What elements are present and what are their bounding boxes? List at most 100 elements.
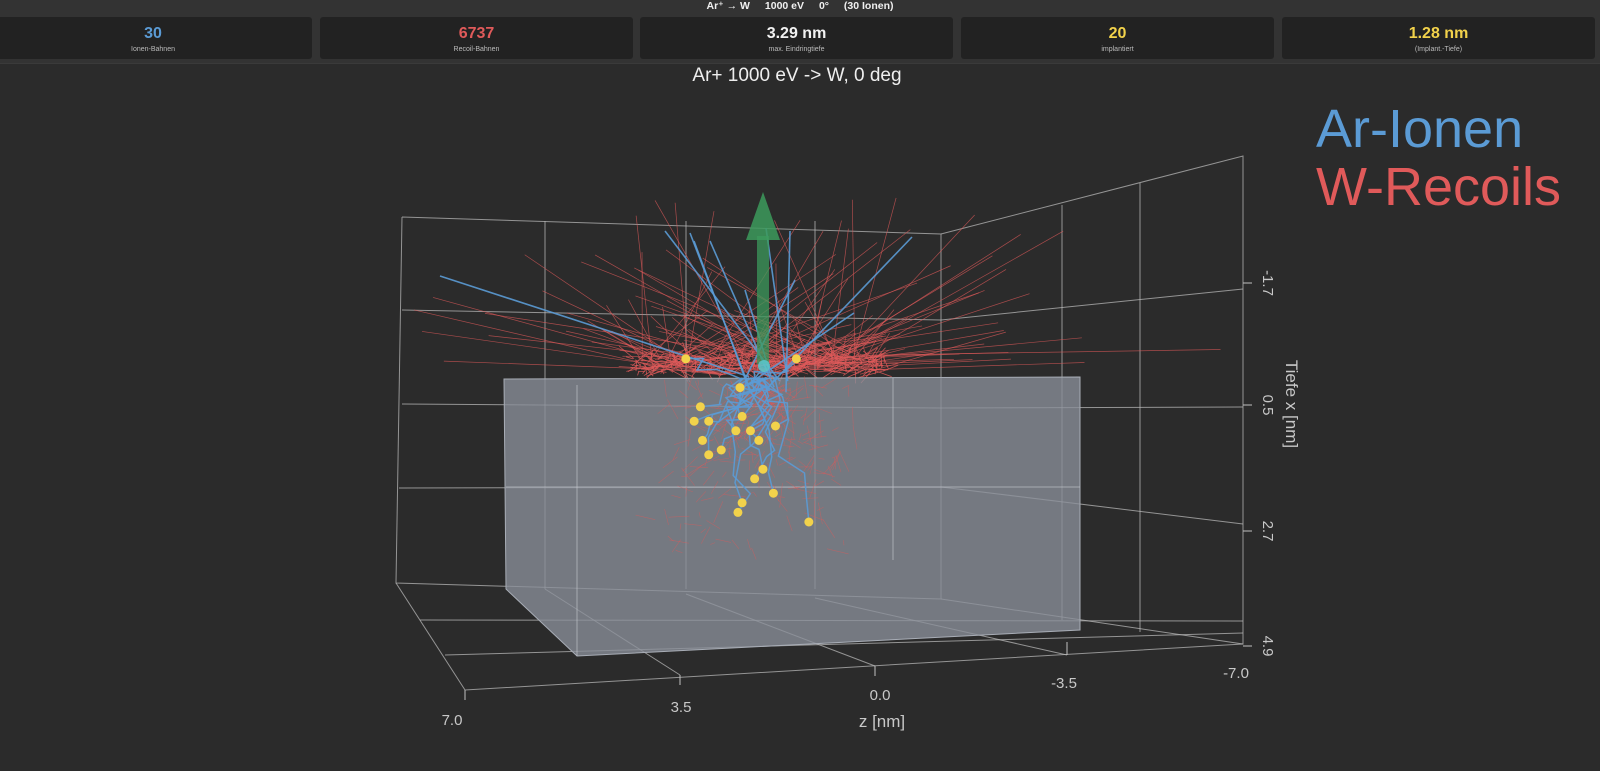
recoil-track [735, 439, 740, 449]
divider [0, 63, 1600, 64]
recoil-track [724, 353, 730, 364]
z-tick-label: 3.5 [671, 699, 692, 716]
recoil-track [777, 499, 788, 512]
recoil-track [566, 312, 753, 365]
stat-label: Recoil-Bahnen [453, 46, 500, 53]
recoil-track [689, 466, 709, 468]
recoil-track [676, 334, 730, 358]
stat-label: implantiert [1101, 46, 1134, 53]
recoil-track [780, 425, 785, 445]
stat-value: 20 [1108, 25, 1127, 42]
recoil-track [687, 381, 698, 391]
recoil-track [789, 385, 805, 394]
recoil-track [741, 447, 759, 457]
implant-point [733, 507, 743, 517]
recoil-track [674, 202, 689, 366]
recoil-track [728, 450, 731, 459]
recoil-track [869, 349, 889, 363]
recoil-track [823, 368, 846, 374]
recoil-track [706, 359, 726, 371]
recoil-track [671, 539, 681, 553]
recoil-track [792, 371, 799, 377]
recoil-track [821, 367, 839, 380]
recoil-track [779, 407, 786, 429]
recoil-track [804, 430, 824, 443]
recoil-track [696, 364, 791, 374]
recoil-track [664, 379, 667, 397]
recoil-track [741, 360, 757, 376]
recoil-track [816, 407, 832, 414]
recoil-track [736, 348, 750, 360]
recoil-track [650, 315, 700, 362]
recoil-track [637, 357, 661, 367]
z-tick-label: -3.5 [1051, 675, 1077, 692]
recoil-track [678, 390, 689, 398]
recoil-track [710, 542, 716, 545]
recoil-track [827, 465, 834, 478]
recoil-track [675, 550, 683, 554]
recoil-track [838, 449, 850, 472]
recoil-track [685, 486, 688, 497]
recoil-track [808, 444, 829, 451]
recoil-track [679, 523, 682, 530]
recoil-track [635, 359, 641, 366]
implant-point [689, 416, 699, 426]
ion-track [730, 377, 752, 513]
recoil-track [700, 528, 706, 533]
recoil-track [790, 396, 796, 400]
recoil-track [660, 361, 677, 365]
recoil-track [705, 273, 834, 359]
grid-line [401, 288, 1244, 321]
beam-shaft [757, 236, 769, 364]
recoil-track [882, 364, 899, 372]
recoil-track [664, 509, 669, 525]
recoil-track [845, 345, 852, 362]
recoil-track [697, 379, 700, 386]
implant-point [754, 435, 764, 445]
target-block [503, 376, 1081, 657]
recoil-track [793, 362, 821, 367]
implant-point [750, 474, 760, 484]
recoil-track [807, 220, 842, 358]
ion-track [720, 377, 752, 451]
ion-track [700, 377, 752, 408]
recoil-track [827, 230, 1064, 365]
recoil-track [851, 199, 856, 372]
implant-point [731, 426, 741, 436]
recoil-track [709, 356, 711, 369]
implant-point [704, 450, 714, 460]
recoil-track [753, 394, 763, 408]
recoil-track [765, 322, 999, 359]
recoil-track [852, 309, 895, 361]
recoil-track [778, 393, 792, 410]
recoil-track [858, 370, 883, 378]
ion-track-incoming [739, 312, 855, 391]
recoil-track [821, 378, 837, 389]
recoil-track [870, 364, 874, 370]
recoil-track [631, 352, 648, 367]
recoil-track [843, 540, 845, 546]
recoil-track [791, 415, 795, 440]
recoil-track [689, 465, 702, 477]
recoil-track [658, 357, 670, 359]
recoil-track [826, 548, 849, 555]
implant-point [681, 354, 691, 364]
recoil-track [845, 367, 867, 372]
implant-point [745, 426, 755, 436]
angle-label: 0° [818, 0, 829, 12]
recoil-track [786, 515, 793, 532]
recoil-track [770, 330, 1004, 371]
recoil-track [880, 361, 883, 367]
recoil-track [754, 450, 765, 469]
recoil-track [645, 368, 648, 375]
recoil-track [846, 368, 867, 379]
recoil-track [797, 440, 804, 445]
recoil-track [797, 480, 810, 485]
recoil-track [813, 472, 832, 475]
recoil-track [809, 460, 814, 475]
ion-track-incoming [785, 230, 791, 393]
recoil-track [751, 451, 754, 464]
recoil-track [822, 519, 836, 538]
recoil-track [770, 358, 778, 362]
